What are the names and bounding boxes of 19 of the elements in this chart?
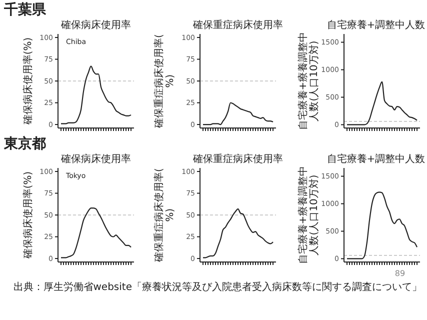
line-series [202,208,274,258]
chart-title: 自宅療養+調整中人数 [326,153,426,165]
chart-title: 確保病床使用率 [60,19,131,31]
chart-title: 確保重症病床使用率 [192,153,283,165]
text: 千葉県 [3,1,47,18]
y-axis-title: 確保病床使用率(%) [22,171,34,260]
text: 89 [394,269,406,278]
chart-title: 確保病床使用率 [60,153,131,165]
y-axis-title: 確保病床使用率(%) [22,37,34,126]
line-series [60,66,132,124]
y-axis-title: 自宅療養+療養調整中人数(人口10万対) [297,166,320,264]
chart-title: 確保重症病床使用率 [192,19,283,31]
source-note: 出典：厚生労働省website「療養状況等及び入院患者受入病床数等に関する調査について」 [13,281,422,293]
line-series [60,207,132,258]
y-axis-title: 確保重症病床使用率(%) [153,34,176,129]
y-axis-title: 確保重症病床使用率(%) [153,168,176,263]
text: 東京都 [3,135,46,152]
chart-title: 自宅療養+調整中人数 [326,19,426,31]
y-axis-title: 自宅療養+療養調整中人数(人口10万対) [297,32,320,130]
